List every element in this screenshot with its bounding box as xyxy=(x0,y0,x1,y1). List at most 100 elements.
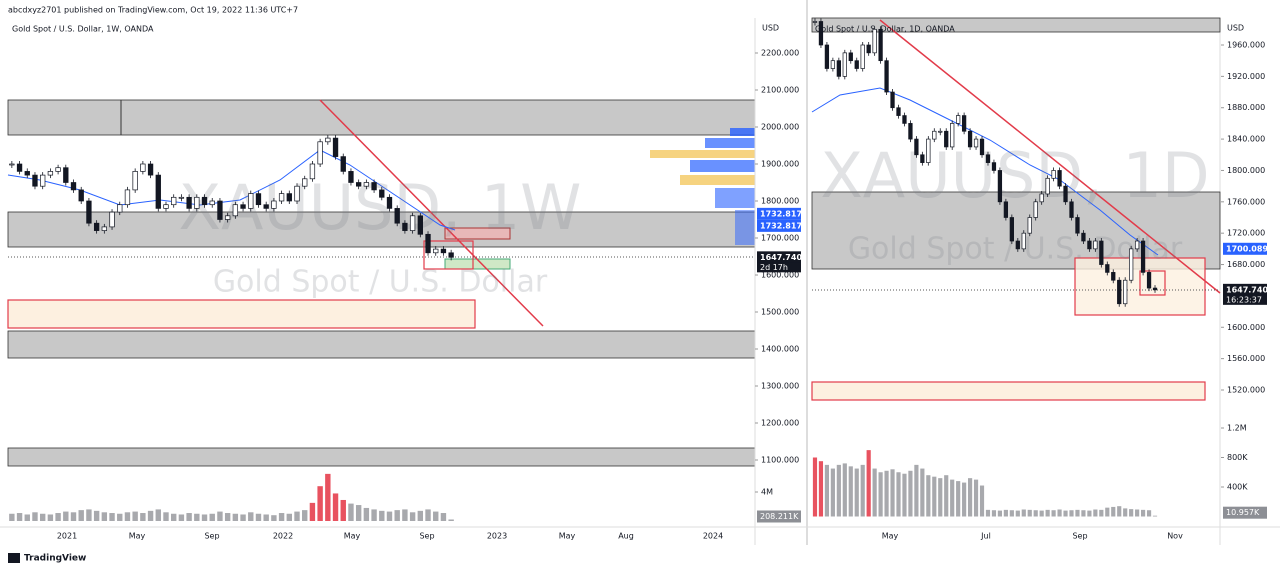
candle xyxy=(109,211,115,228)
volume-bar xyxy=(967,478,973,517)
candle xyxy=(70,182,77,191)
candle xyxy=(1009,217,1014,242)
zone xyxy=(811,381,1206,401)
candle xyxy=(1021,232,1026,250)
candle xyxy=(9,163,15,166)
zone xyxy=(7,99,756,136)
time-label: 2021 xyxy=(57,532,77,541)
candle xyxy=(824,44,830,69)
candle xyxy=(271,200,277,209)
candle xyxy=(101,226,107,231)
volume-bar xyxy=(70,512,77,521)
y-tick-label: 1720.000 xyxy=(1227,229,1265,238)
volume-bar xyxy=(232,513,239,521)
trend-line xyxy=(319,99,544,327)
candle xyxy=(402,222,408,231)
price-tag xyxy=(1223,242,1267,255)
candle xyxy=(979,138,985,156)
watermark-name: Gold Spot / U.S. Dollar xyxy=(213,265,548,300)
candle xyxy=(263,204,269,209)
volume-bar xyxy=(109,513,115,521)
y-tick-label: 1500.000 xyxy=(761,308,799,317)
volume-tag-label: 10.957K xyxy=(1226,508,1260,517)
volume-bar xyxy=(140,513,146,521)
candle xyxy=(1051,170,1056,179)
watermark-name: Gold Spot / U.S. Dollar xyxy=(848,232,1183,267)
volume-bar xyxy=(908,470,913,517)
profile-bar xyxy=(735,210,755,245)
volume-bar xyxy=(9,513,15,521)
volume-bar xyxy=(194,513,200,521)
volume-tag xyxy=(757,510,801,523)
profile-bar xyxy=(680,175,755,185)
time-label: Sep xyxy=(204,532,219,541)
candle xyxy=(926,138,931,163)
candle xyxy=(448,252,454,258)
volume-tag-label: 208.211K xyxy=(760,512,799,521)
box xyxy=(444,227,511,240)
time-label: Nov xyxy=(1167,532,1183,541)
zone xyxy=(811,191,1221,270)
volume-bar xyxy=(1081,510,1086,517)
volume-bar xyxy=(890,469,895,517)
volume-bar xyxy=(63,511,69,521)
candle xyxy=(1063,185,1068,203)
candle xyxy=(24,171,30,176)
volume-bar xyxy=(1051,510,1056,517)
volume-bar xyxy=(248,512,254,521)
time-label: May xyxy=(344,532,361,541)
volume-bar xyxy=(997,510,1003,517)
time-label: Aug xyxy=(618,532,634,541)
volume-bar xyxy=(836,464,841,517)
volume-bar xyxy=(348,503,354,521)
volume-bar xyxy=(1045,509,1050,517)
candle xyxy=(440,248,447,254)
volume-bar xyxy=(278,513,285,521)
trend-line xyxy=(879,19,1221,294)
candle xyxy=(155,174,161,209)
volume-bar xyxy=(1063,510,1068,517)
candle xyxy=(1146,272,1152,289)
candle xyxy=(332,137,339,157)
volume-bar xyxy=(340,499,346,521)
volume-bar xyxy=(1099,509,1104,517)
candle xyxy=(1117,279,1122,305)
candle xyxy=(232,204,239,217)
volume-bar xyxy=(155,509,161,521)
profile-bar xyxy=(705,138,755,148)
candle xyxy=(425,233,431,254)
y-tick-label: 1900.000 xyxy=(761,160,799,169)
y-tick-label: 1560.000 xyxy=(1227,354,1265,363)
candle xyxy=(1057,170,1062,187)
candle xyxy=(302,178,308,187)
candle xyxy=(908,123,913,140)
volume-bar xyxy=(171,513,177,521)
volume-bar xyxy=(379,510,385,521)
candle xyxy=(920,154,925,163)
y-tick-label: 1600.000 xyxy=(761,271,799,280)
volume-bar xyxy=(920,468,925,517)
volume-bar xyxy=(956,481,961,517)
profile-bar xyxy=(650,150,755,158)
y-tick-label: 1300.000 xyxy=(761,382,799,391)
volume-bar xyxy=(1003,509,1008,517)
volume-bar xyxy=(201,514,208,521)
volume-bar xyxy=(991,510,997,517)
volume-bar xyxy=(944,475,949,517)
volume-bar xyxy=(309,502,316,521)
volume-bar xyxy=(1015,510,1020,517)
time-label: Sep xyxy=(1072,532,1087,541)
volume-bar xyxy=(24,514,30,521)
candle xyxy=(914,138,919,156)
candle xyxy=(209,200,215,206)
y-tick-label: 2000.000 xyxy=(761,123,799,132)
candle xyxy=(997,170,1003,203)
candle xyxy=(1093,240,1098,250)
candle xyxy=(938,130,943,133)
volume-bar xyxy=(878,472,883,517)
time-label: May xyxy=(559,532,576,541)
volume-bar xyxy=(866,450,871,517)
y-tick-label: 1760.000 xyxy=(1227,197,1265,206)
volume-bar xyxy=(1033,510,1038,517)
candle xyxy=(379,189,385,198)
